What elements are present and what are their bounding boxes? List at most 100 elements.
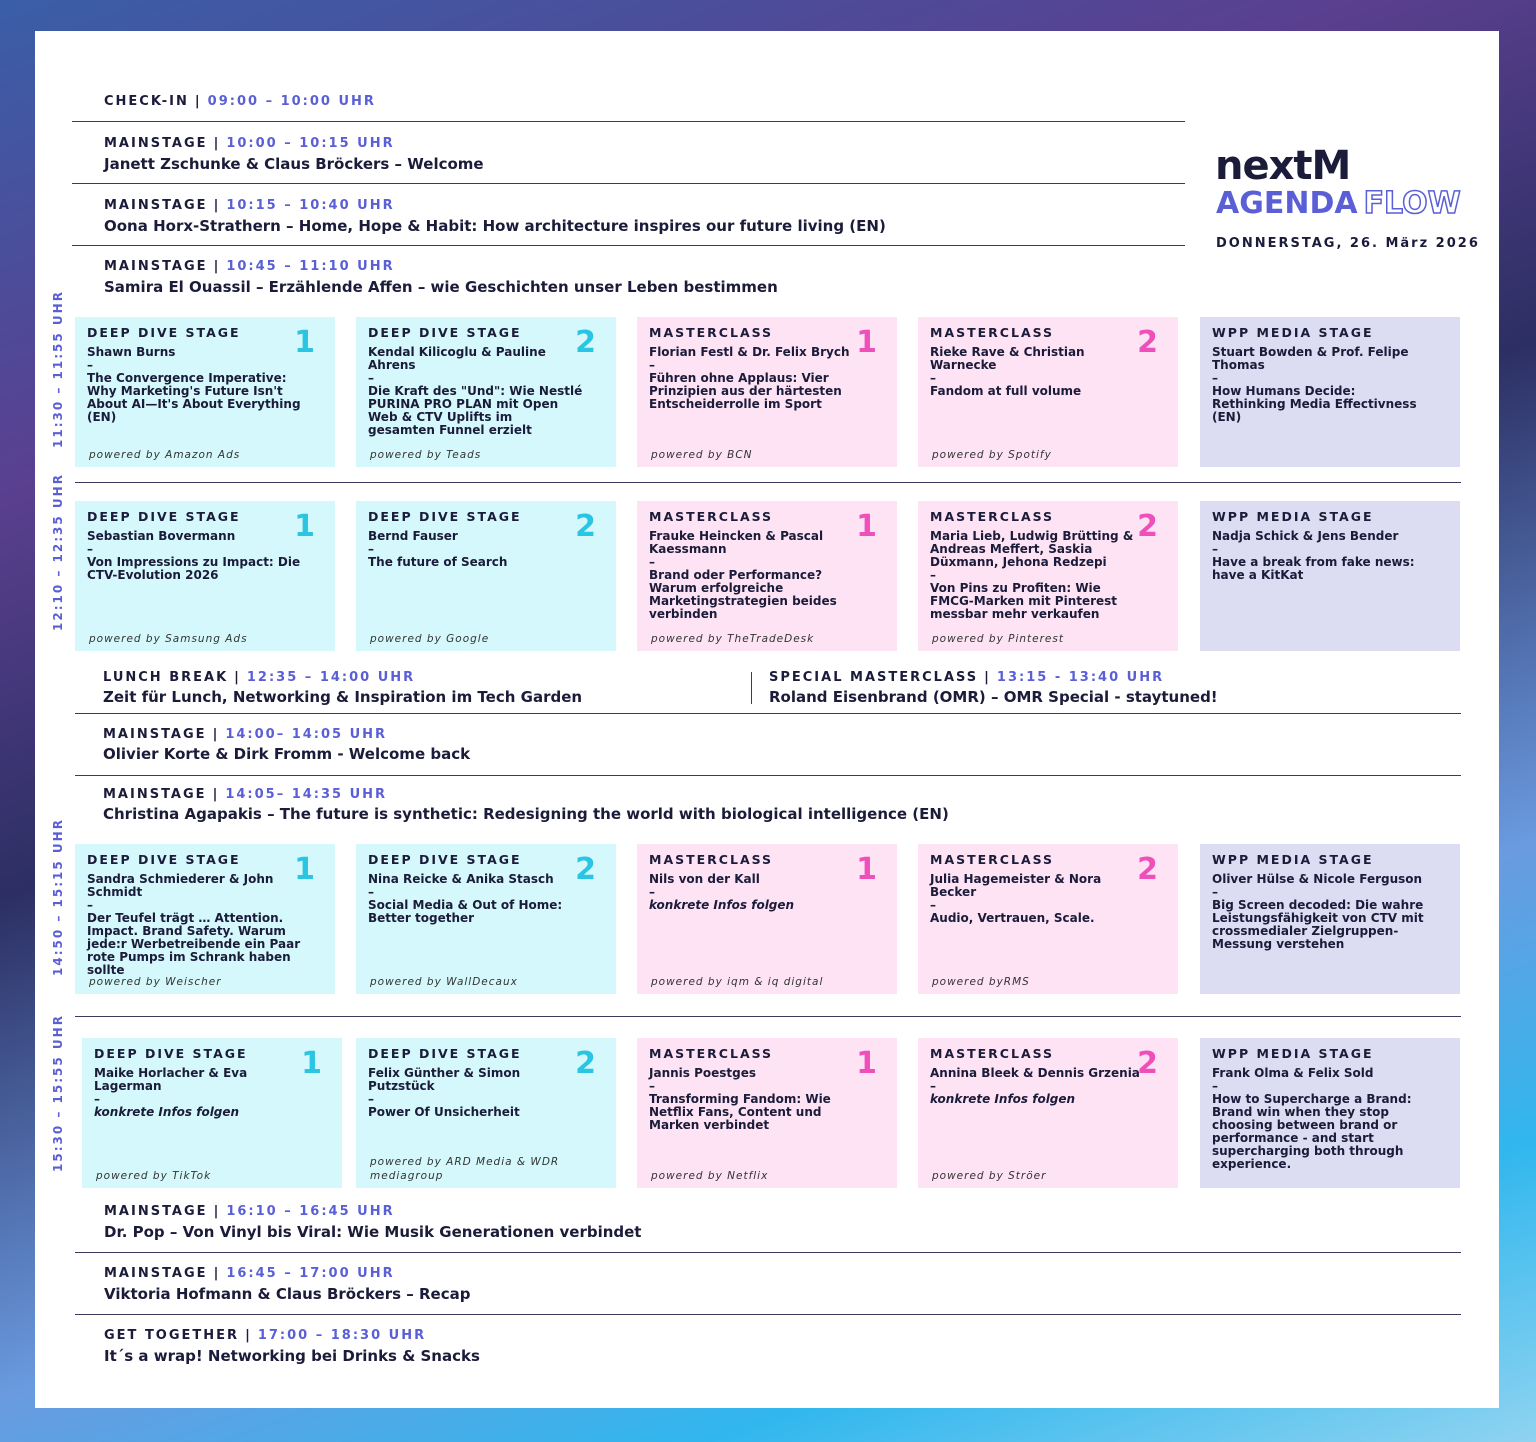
agenda-word: AGENDA [1216,186,1358,221]
stage-name: MASTERCLASS [649,509,774,524]
stage-number: 1 [856,1046,877,1081]
talk-title: Die Kraft des "Und": Wie Nestlé PURINA P… [368,384,583,437]
wpp-media-card: WPP MEDIA STAGE Frank Olma & Felix Sold – H… [1200,1038,1460,1188]
mainstage-2-title: Oona Horx-Strathern – Home, Hope & Habit… [104,217,886,235]
talk-title: How Humans Decide: Rethinking Media Effe… [1212,384,1417,424]
sponsor: powered by Ströer [932,1170,1047,1182]
stage-number: 2 [1137,852,1158,887]
flow-word: FLOW [1363,185,1462,222]
dash-separator: – [930,898,936,912]
wpp-media-card: WPP MEDIA STAGE Nadja Schick & Jens Bende… [1200,501,1460,651]
sponsor: powered by TheTradeDesk [651,633,815,645]
speakers: Felix Günther & Simon Putzstück [368,1066,521,1093]
dash-separator: – [1212,542,1218,556]
get-together-header: GET TOGETHER | 17:00 – 18:30 UHR [104,1328,427,1343]
sponsor: powered by Amazon Ads [89,449,241,461]
talk-title: The Convergence Imperative: Why Marketin… [87,371,301,424]
stage-name: MASTERCLASS [649,325,774,340]
deep-dive-1-card: DEEP DIVE STAGE 1 Shawn Burns – The Converge… [75,317,335,467]
dash-separator: – [649,358,655,372]
deep-dive-2-card: DEEP DIVE STAGE 2 Nina Reicke & Anika Stas… [356,844,616,994]
talk-title: Fandom at full volume [930,384,1082,398]
speakers: Nina Reicke & Anika Stasch [368,872,554,886]
deep-dive-2-card: DEEP DIVE STAGE 2 Kendal Kilicoglu & Pauli… [356,317,616,467]
speakers: Frauke Heincken & Pascal Kaessmann [649,529,824,556]
sponsor: powered by Samsung Ads [89,633,248,645]
sponsor: powered by ARD Media & WDR mediagroup [370,1156,560,1182]
dash-separator: – [649,555,655,569]
divider [75,713,1461,714]
stage-number: 2 [575,1046,596,1081]
stage-number: 1 [856,325,877,360]
divider [75,1314,1461,1315]
lunch-header: LUNCH BREAK | 12:35 – 14:00 UHR [103,670,416,685]
dash-separator: – [930,568,936,582]
wpp-media-card: WPP MEDIA STAGE Oliver Hülse & Nicole Fer… [1200,844,1460,994]
checkin-header: CHECK-IN | 09:00 – 10:00 UHR [104,94,376,109]
wpp-media-card: WPP MEDIA STAGE Stuart Bowden & Prof. Fel… [1200,317,1460,467]
deep-dive-1-card: DEEP DIVE STAGE 1 Sandra Schmiederer & Joh… [75,844,335,994]
dash-separator: – [1212,885,1218,899]
masterclass-1-card: MASTERCLASS 1 Frauke Heincken & Pascal Kae… [637,501,897,651]
lunch-title: Zeit für Lunch, Networking & Inspiration… [103,688,583,706]
talk-title: Von Impressions zu Impact: Die CTV-Evolu… [87,555,301,582]
sponsor: powered by Netflix [651,1170,769,1182]
dash-separator: – [368,885,374,899]
block-3-time: 14:50 – 15:15 UHR [51,818,65,976]
deep-dive-2-card: DEEP DIVE STAGE 2 Felix Günther & Simon Pu… [356,1038,616,1188]
mainstage-2-header: MAINSTAGE | 10:15 – 10:40 UHR [104,198,395,213]
stage-number: 1 [856,852,877,887]
speakers: Frank Olma & Felix Sold [1212,1066,1374,1080]
dash-separator: – [87,898,93,912]
stage-name: DEEP DIVE STAGE [87,325,241,340]
speakers: Oliver Hülse & Nicole Ferguson [1212,872,1423,886]
mainstage-5-title: Christina Agapakis – The future is synth… [103,805,949,823]
mainstage-4-header: MAINSTAGE | 14:00– 14:05 UHR [103,727,388,742]
sponsor: powered by Weischer [89,976,222,988]
divider [72,121,1185,122]
stage-number: 1 [301,1046,322,1081]
stage-name: MASTERCLASS [930,325,1055,340]
talk-title: Transforming Fandom: Wie Netflix Fans, C… [649,1092,831,1132]
mainstage-5-header: MAINSTAGE | 14:05– 14:35 UHR [103,787,388,802]
dash-separator: – [368,1092,374,1106]
sponsor: powered by WallDecaux [370,976,518,988]
stage-name: DEEP DIVE STAGE [368,1046,522,1061]
divider [75,1016,1461,1017]
talk-title: Audio, Vertrauen, Scale. [930,911,1095,925]
stage-number: 1 [294,325,315,360]
stage-name: WPP MEDIA STAGE [1212,509,1374,524]
dash-separator: – [368,542,374,556]
stage-number: 1 [856,509,877,544]
sponsor: powered by Spotify [932,449,1052,461]
stage-number: 2 [575,509,596,544]
dash-separator: – [94,1092,100,1106]
agenda-flow-title: AGENDA FLOW [1216,185,1462,222]
talk-title: Big Screen decoded: Die wahre Leistungsf… [1212,898,1424,951]
talk-title: Have a break from fake news: have a KitK… [1212,555,1415,582]
stage-number: 2 [575,325,596,360]
sponsor: powered by TikTok [96,1170,212,1182]
speakers: Julia Hagemeister & Nora Becker [930,872,1102,899]
mainstage-1-title: Janett Zschunke & Claus Bröckers – Welco… [104,155,484,173]
talk-title: Führen ohne Applaus: Vier Prinzipien aus… [649,371,842,411]
divider [751,672,752,704]
speakers: Rieke Rave & Christian Warnecke [930,345,1085,372]
block-4-time: 15:30 – 15:55 UHR [51,1014,65,1172]
talk-title: Von Pins zu Profiten: Wie FMCG-Marken mi… [930,581,1118,621]
speakers: Sebastian Bovermann [87,529,236,543]
sponsor: powered by Pinterest [932,633,1064,645]
speakers: Shawn Burns [87,345,176,359]
speakers: Stuart Bowden & Prof. Felipe Thomas [1212,345,1409,372]
special-masterclass-title: Roland Eisenbrand (OMR) – OMR Special - … [769,688,1218,706]
sponsor: powered by Teads [370,449,482,461]
speakers: Bernd Fauser [368,529,458,543]
stage-name: DEEP DIVE STAGE [94,1046,248,1061]
masterclass-2-card: MASTERCLASS 2 Julia Hagemeister & Nora Bec… [918,844,1178,994]
stage-name: MASTERCLASS [930,852,1055,867]
mainstage-3-header: MAINSTAGE | 10:45 – 11:10 UHR [104,259,395,274]
stage-name: MASTERCLASS [649,852,774,867]
dash-separator: – [930,1079,936,1093]
speakers: Maria Lieb, Ludwig Brütting & Andreas Me… [930,529,1134,569]
stage-number: 1 [294,509,315,544]
